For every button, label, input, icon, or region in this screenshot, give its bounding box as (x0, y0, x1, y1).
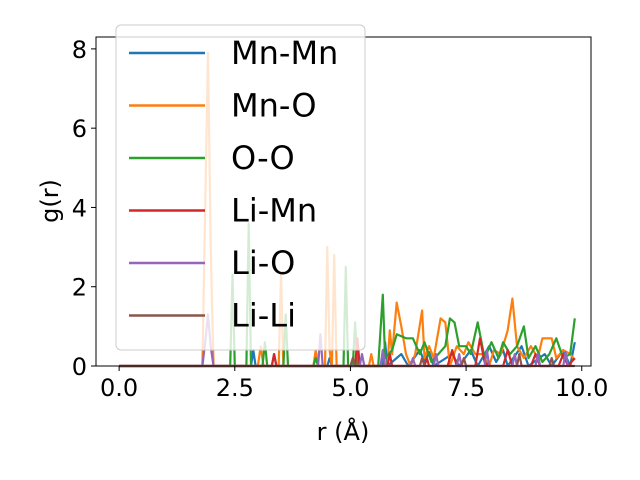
legend-label: Mn-Mn (231, 34, 338, 72)
axes-layer: 0.0 2.5 5.0 7.5 10.0 0 2 4 6 8 (72, 36, 609, 402)
legend-label: Li-Li (231, 297, 296, 335)
legend-label: Mn-O (231, 87, 317, 125)
legend-label: Li-O (231, 244, 295, 282)
x-axis-label: r (Å) (317, 417, 370, 446)
legend: Mn-Mn Mn-O O-O Li-Mn Li-O Li-Li (115, 24, 366, 351)
y-tick-label: 6 (72, 115, 87, 143)
x-tick-label: 2.5 (216, 374, 254, 402)
x-tick-label: 0.0 (100, 374, 138, 402)
y-axis-label: g(r) (36, 179, 64, 223)
x-tick-label: 10.0 (555, 374, 608, 402)
legend-label: O-O (231, 139, 295, 177)
x-tick-label: 5.0 (331, 374, 369, 402)
series-line-li-li (119, 353, 575, 368)
x-tick-label: 7.5 (447, 374, 485, 402)
y-tick-label: 2 (72, 274, 87, 302)
y-tick-label: 0 (72, 353, 87, 381)
y-tick-label: 8 (72, 36, 87, 64)
y-tick-label: 4 (72, 194, 87, 222)
legend-label: Li-Mn (231, 192, 317, 230)
